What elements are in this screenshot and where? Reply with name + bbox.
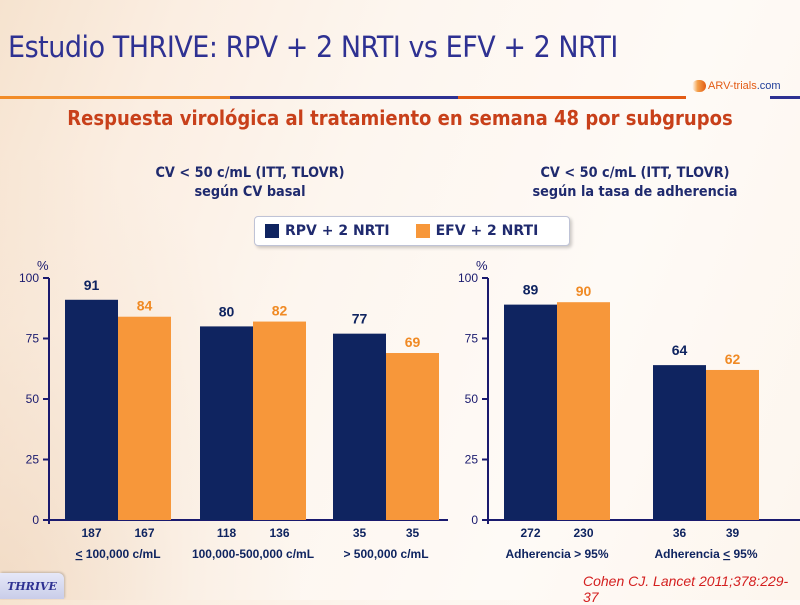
chart1-category-label: > 500,000 c/mL — [343, 547, 428, 561]
chart2-y-tick-label: 50 — [465, 392, 479, 406]
chart1-y-tick-label: 100 — [19, 271, 39, 285]
logo-text: ARV-trials — [708, 80, 757, 92]
chart2-data-label: 64 — [672, 342, 688, 358]
legend-item-rpv: RPV + 2 NRTI — [255, 223, 390, 239]
chart2-bar — [706, 369, 759, 520]
citation: Cohen CJ. Lancet 2011;378:229-37 — [583, 573, 789, 605]
chart1-n-label: 136 — [269, 526, 289, 540]
chart2-y-tick-label: 75 — [465, 332, 479, 346]
chart-legend: RPV + 2 NRTI EFV + 2 NRTI — [254, 216, 570, 246]
chart1-y-tick-label: 0 — [32, 513, 39, 527]
chart1-y-tick-label: 75 — [26, 332, 40, 346]
legend-label-rpv: RPV + 2 NRTI — [285, 223, 390, 239]
chart2-data-label: 89 — [523, 282, 539, 298]
chart1-n-label: 118 — [217, 526, 237, 540]
chart2-n-label: 272 — [520, 526, 540, 540]
chart2-n-label: 230 — [573, 526, 593, 540]
chart1-y-unit-label: % — [37, 258, 49, 273]
chart1-n-label: 187 — [81, 526, 101, 540]
arv-trials-logo: ARV-trials .com — [692, 80, 781, 92]
chart2-n-label: 39 — [726, 526, 740, 540]
chart2-data-label: 90 — [576, 283, 592, 299]
chart1-bar — [200, 326, 253, 520]
chart1-data-label: 80 — [219, 303, 235, 319]
chart1-bar — [253, 321, 306, 520]
chart1-y-tick-label: 25 — [26, 453, 40, 467]
chart2-bar — [504, 304, 557, 520]
chart2-n-label: 36 — [673, 526, 687, 540]
chart1-n-label: 35 — [353, 526, 367, 540]
legend-swatch-rpv — [265, 224, 279, 238]
chart2-y-unit-label: % — [476, 258, 488, 273]
chart2-y-tick-label: 25 — [465, 453, 479, 467]
chart1-category-label: 100,000-500,000 c/mL — [192, 547, 314, 561]
title-rule-4 — [770, 96, 800, 99]
right-chart-subtitle: según la tasa de adherencia — [532, 184, 738, 200]
legend-swatch-efv — [415, 224, 430, 238]
chart2-bar — [557, 302, 610, 520]
chart1-bar — [333, 333, 386, 520]
title-rule-1 — [0, 96, 230, 99]
left-chart-subtitle: según CV basal — [194, 184, 306, 200]
chart1-n-label: 35 — [406, 526, 420, 540]
thrive-badge: THRIVE — [0, 573, 64, 599]
title-rule-3 — [458, 96, 686, 99]
chart1-data-label: 91 — [84, 277, 100, 293]
chart2-category-label-part: 95% — [730, 547, 758, 561]
chart2-y-tick-label: 100 — [458, 271, 478, 285]
chart2-category-label-part: < — [723, 547, 730, 561]
chart1-bar — [386, 353, 439, 520]
chart1-category-label-part: < — [75, 547, 82, 561]
pill-icon — [692, 80, 706, 92]
chart1-data-label: 82 — [272, 303, 288, 319]
chart2-category-label: Adherencia > 95% — [505, 547, 608, 561]
chart1-data-label: 84 — [137, 298, 153, 314]
chart1-data-label: 77 — [352, 311, 368, 327]
chart2-category-label: Adherencia < 95% — [654, 547, 757, 561]
chart1-bar — [65, 299, 118, 520]
chart2-data-label: 62 — [725, 351, 741, 367]
right-chart-title: CV < 50 c/mL (ITT, TLOVR) — [540, 165, 730, 181]
chart1-bar — [118, 316, 171, 520]
chart1-y-tick-label: 50 — [26, 392, 40, 406]
right-chart-heading: CV < 50 c/mL (ITT, TLOVR) según la tasa … — [502, 164, 769, 202]
title-rule-2 — [230, 96, 458, 99]
page-subtitle: Respuesta virológica al tratamiento en s… — [67, 106, 733, 130]
page-title: Estudio THRIVE: RPV + 2 NRTI vs EFV + 2 … — [8, 30, 618, 64]
chart1-n-label: 167 — [134, 526, 154, 540]
chart2-category-label-part: Adherencia — [654, 547, 723, 561]
left-chart-heading: CV < 50 c/mL (ITT, TLOVR) según CV basal — [117, 164, 384, 202]
chart1-data-label: 69 — [405, 334, 421, 350]
left-chart-title: CV < 50 c/mL (ITT, TLOVR) — [155, 165, 345, 181]
chart1-category-label-part: 100,000 c/mL — [82, 547, 160, 561]
chart2-y-tick-label: 0 — [471, 513, 478, 527]
logo-text-domain: .com — [756, 80, 781, 92]
chart1-category-label: < 100,000 c/mL — [75, 547, 160, 561]
legend-item-efv: EFV + 2 NRTI — [406, 223, 539, 239]
chart2-bar — [653, 365, 706, 520]
legend-label-efv: EFV + 2 NRTI — [435, 223, 539, 239]
